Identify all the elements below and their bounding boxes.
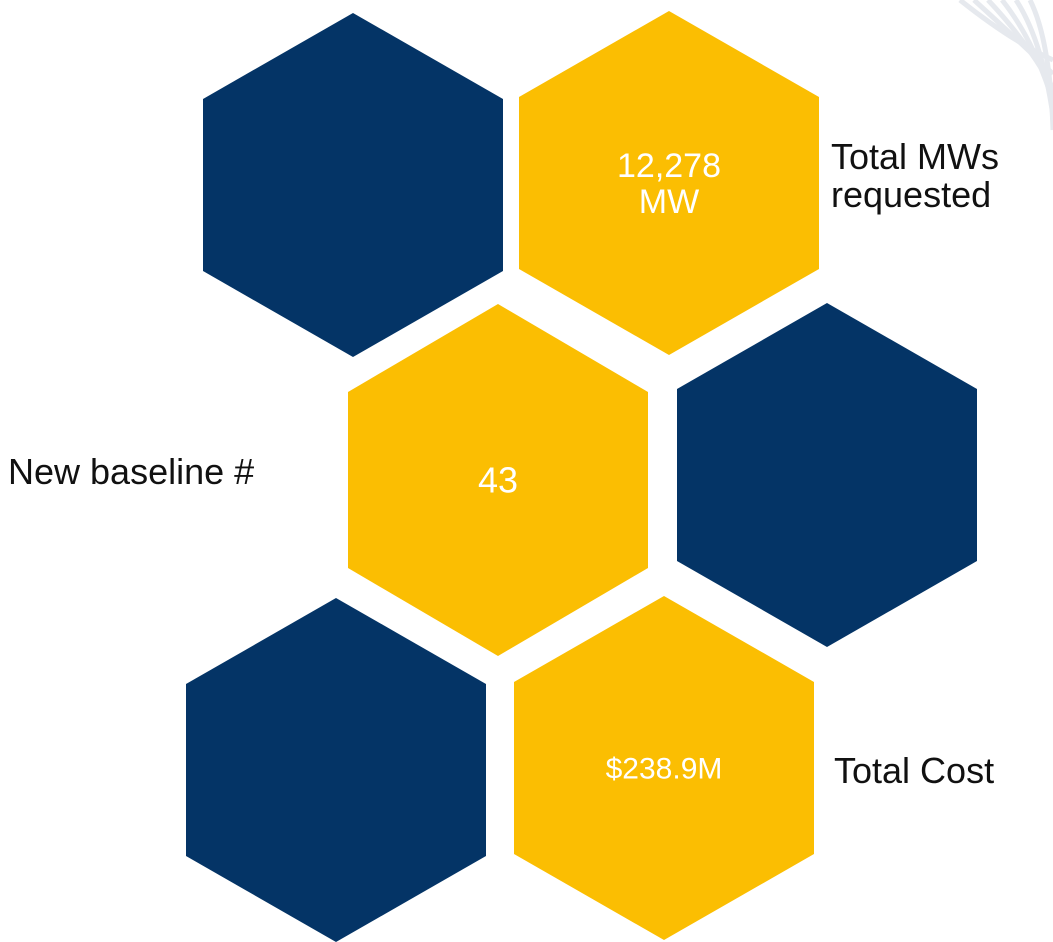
hex-top-right-gold [519,11,819,355]
label-new-baseline: New baseline # [8,451,255,492]
hex-bottom-left-navy [186,598,486,942]
hex-bottom-right-gold-value: $238.9M [606,753,723,786]
swoosh-stroke [1027,0,1053,131]
decorative-swoosh [958,0,1053,131]
hex-middle-left-gold [348,304,648,656]
hex-top-left-navy [203,13,503,357]
hex-top-right-gold-value: 12,278 MW [617,147,721,221]
hex-bottom-right-gold [514,596,814,940]
label-total-cost: Total Cost [834,750,995,791]
hex-middle-left-gold-value: 43 [478,460,518,501]
hex-middle-right-navy [677,303,977,647]
hexagon-group: 12,278 MW 43 $238.9M [186,11,977,942]
label-total-mws-requested: Total MWs requested [831,136,1000,215]
